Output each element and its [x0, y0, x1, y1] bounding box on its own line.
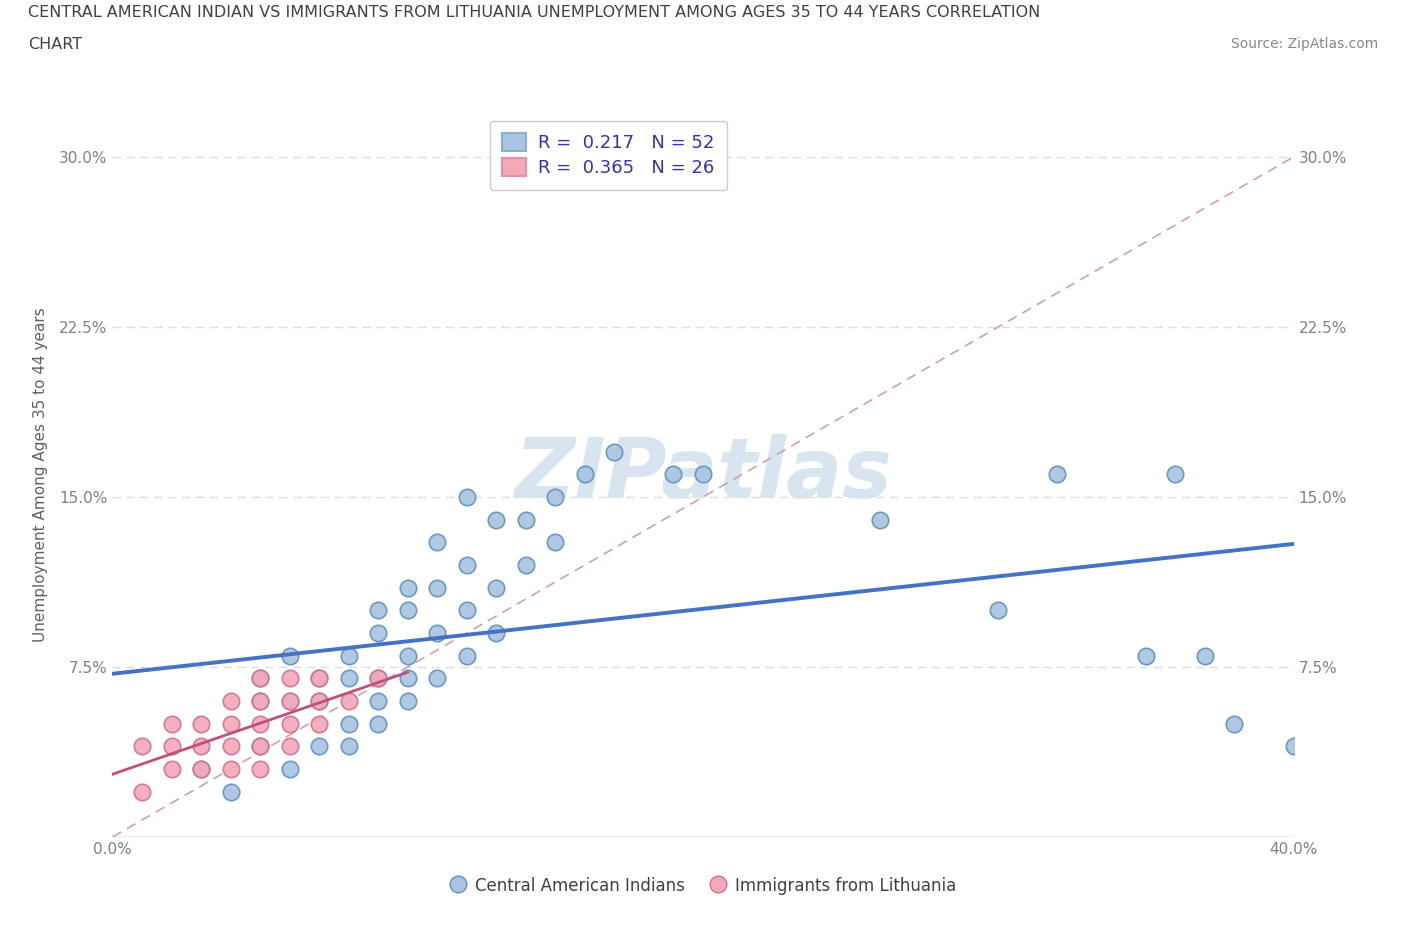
Point — [367, 671, 389, 685]
Point — [160, 762, 183, 777]
Point — [278, 716, 301, 731]
Point — [426, 535, 449, 550]
Point — [367, 626, 389, 641]
Point — [308, 738, 330, 753]
Point — [190, 716, 212, 731]
Point — [160, 716, 183, 731]
Point — [308, 694, 330, 709]
Point — [367, 603, 389, 618]
Point — [515, 512, 537, 527]
Point — [278, 694, 301, 709]
Point — [456, 558, 478, 573]
Point — [485, 580, 508, 595]
Point — [308, 716, 330, 731]
Point — [1164, 467, 1187, 482]
Point — [1135, 648, 1157, 663]
Point — [337, 738, 360, 753]
Point — [249, 671, 271, 685]
Point — [1194, 648, 1216, 663]
Point — [249, 738, 271, 753]
Point — [337, 648, 360, 663]
Point — [308, 694, 330, 709]
Point — [190, 762, 212, 777]
Point — [1282, 738, 1305, 753]
Point — [1223, 716, 1246, 731]
Point — [456, 603, 478, 618]
Point — [396, 694, 419, 709]
Point — [485, 512, 508, 527]
Point — [249, 671, 271, 685]
Point — [367, 694, 389, 709]
Point — [337, 694, 360, 709]
Point — [337, 716, 360, 731]
Point — [574, 467, 596, 482]
Point — [278, 648, 301, 663]
Point — [219, 738, 242, 753]
Point — [278, 762, 301, 777]
Point — [219, 762, 242, 777]
Text: CENTRAL AMERICAN INDIAN VS IMMIGRANTS FROM LITHUANIA UNEMPLOYMENT AMONG AGES 35 : CENTRAL AMERICAN INDIAN VS IMMIGRANTS FR… — [28, 5, 1040, 20]
Point — [160, 738, 183, 753]
Point — [190, 738, 212, 753]
Point — [456, 648, 478, 663]
Legend: Central American Indians, Immigrants from Lithuania: Central American Indians, Immigrants fro… — [443, 870, 963, 901]
Point — [396, 580, 419, 595]
Point — [544, 489, 567, 504]
Point — [544, 535, 567, 550]
Point — [869, 512, 891, 527]
Point — [515, 558, 537, 573]
Point — [190, 762, 212, 777]
Point — [278, 671, 301, 685]
Point — [396, 648, 419, 663]
Point — [367, 716, 389, 731]
Point — [485, 626, 508, 641]
Point — [249, 762, 271, 777]
Point — [131, 784, 153, 799]
Point — [603, 445, 626, 459]
Point — [249, 738, 271, 753]
Point — [219, 784, 242, 799]
Text: Source: ZipAtlas.com: Source: ZipAtlas.com — [1230, 37, 1378, 51]
Point — [426, 580, 449, 595]
Point — [278, 738, 301, 753]
Point — [426, 671, 449, 685]
Point — [1046, 467, 1069, 482]
Point — [396, 603, 419, 618]
Point — [308, 671, 330, 685]
Point — [249, 716, 271, 731]
Point — [249, 694, 271, 709]
Point — [337, 671, 360, 685]
Point — [278, 694, 301, 709]
Y-axis label: Unemployment Among Ages 35 to 44 years: Unemployment Among Ages 35 to 44 years — [32, 307, 48, 642]
Point — [308, 671, 330, 685]
Point — [249, 694, 271, 709]
Point — [456, 489, 478, 504]
Point — [426, 626, 449, 641]
Text: CHART: CHART — [28, 37, 82, 52]
Point — [367, 671, 389, 685]
Text: ZIPatlas: ZIPatlas — [515, 433, 891, 515]
Point — [987, 603, 1010, 618]
Point — [131, 738, 153, 753]
Point — [219, 716, 242, 731]
Point — [692, 467, 714, 482]
Point — [396, 671, 419, 685]
Point — [662, 467, 685, 482]
Point — [219, 694, 242, 709]
